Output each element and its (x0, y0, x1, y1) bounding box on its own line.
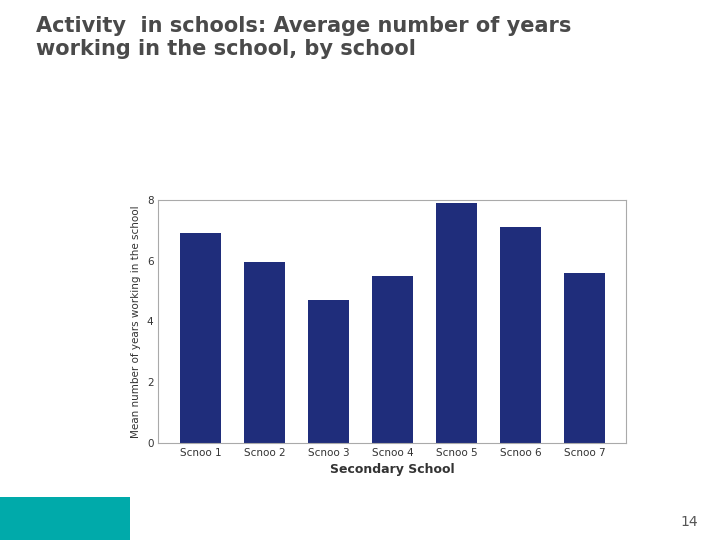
Bar (180, 233, 221, 443)
Bar (243, 262, 285, 443)
Bar (436, 203, 477, 443)
Y-axis label: Mean number of years working in the school: Mean number of years working in the scho… (131, 205, 141, 437)
X-axis label: Secondary School: Secondary School (330, 463, 455, 476)
Text: 14: 14 (681, 515, 698, 529)
Bar (307, 300, 349, 443)
Text: Activity  in schools: Average number of years
working in the school, by school: Activity in schools: Average number of y… (36, 16, 572, 59)
Bar (372, 276, 413, 443)
Bar (564, 273, 605, 443)
Bar (500, 227, 541, 443)
